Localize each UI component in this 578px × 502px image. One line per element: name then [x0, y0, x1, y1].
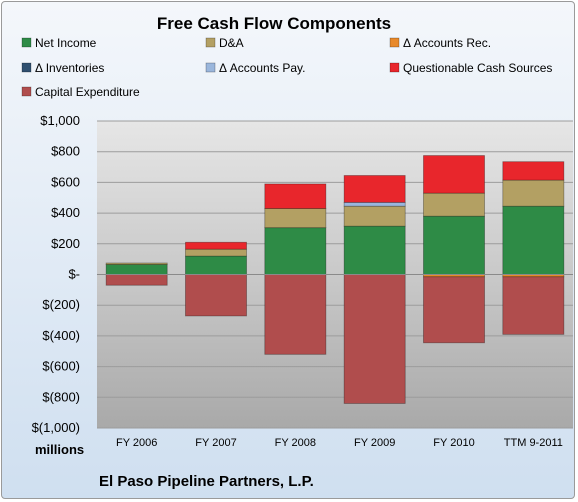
bar-segment	[502, 205, 565, 275]
y-tick-label: $1,000	[40, 113, 80, 128]
bar-segment	[343, 225, 406, 275]
legend-swatch	[389, 37, 400, 48]
x-tick-label: FY 2006	[116, 437, 157, 449]
bar-segment	[343, 274, 406, 404]
y-tick-label: $(200)	[42, 297, 80, 312]
bar-segment	[185, 255, 247, 275]
x-tick-label: FY 2009	[354, 437, 395, 449]
y-tick-label: $(1,000)	[32, 420, 80, 435]
legend-label: Δ Accounts Rec.	[403, 36, 491, 50]
company-name: El Paso Pipeline Partners, L.P.	[99, 473, 314, 490]
legend-label: Net Income	[35, 36, 97, 50]
bar-segment	[423, 276, 485, 344]
y-tick-label: $(600)	[42, 359, 80, 374]
x-tick-label: FY 2008	[275, 437, 316, 449]
bar-segment	[423, 155, 485, 194]
legend-swatch	[21, 37, 32, 48]
bar-segment	[423, 192, 485, 217]
bar-segment	[343, 205, 406, 227]
y-tick-label: $200	[51, 236, 80, 251]
bar-segment	[502, 276, 565, 335]
unit-label: millions	[35, 442, 84, 457]
bar-segment	[423, 215, 485, 275]
x-tick-labels: FY 2006 FY 2007 FY 2008 FY 2009 FY 2010 TTM 9…	[116, 437, 563, 449]
chart-title: Free Cash Flow Components	[157, 14, 391, 33]
legend-label: Δ Inventories	[35, 61, 104, 75]
legend-label: D&A	[219, 36, 244, 50]
bar-segment	[105, 274, 168, 286]
x-tick-label: TTM 9-2011	[504, 437, 563, 449]
legend-swatch	[21, 86, 32, 97]
bar-segment	[264, 274, 327, 355]
legend-swatch	[205, 62, 216, 73]
bars	[105, 155, 565, 404]
bar-segment	[343, 201, 406, 207]
y-tick-label: $600	[51, 174, 80, 189]
bar-segment	[343, 175, 406, 203]
y-tick-label: $800	[51, 144, 80, 159]
y-tick-label: $(800)	[42, 389, 80, 404]
bar-segment	[502, 161, 565, 181]
legend-label: Δ Accounts Pay.	[219, 61, 306, 75]
bar-segment	[105, 264, 168, 275]
bar-segment	[502, 179, 565, 207]
legend: Net Income D&A Δ Accounts Rec. Δ Inventorie…	[21, 36, 552, 99]
legend-label: Capital Expenditure	[35, 85, 140, 99]
legend-swatch	[21, 62, 32, 73]
bar-segment	[264, 208, 327, 229]
gridlines	[97, 120, 573, 429]
bar-segment	[264, 227, 327, 275]
bar-segment	[264, 183, 327, 209]
x-tick-label: FY 2007	[195, 437, 236, 449]
y-tick-label: $-	[68, 267, 80, 282]
x-tick-label: FY 2010	[433, 437, 474, 449]
y-tick-label: $400	[51, 205, 80, 220]
bar-segment	[185, 274, 247, 317]
bar-segment	[105, 262, 168, 265]
bar-segment	[185, 241, 247, 250]
y-tick-labels: $1,000 $800 $600 $400 $200 $- $(200) $(400) $(60…	[32, 113, 80, 435]
legend-swatch	[389, 62, 400, 73]
legend-label: Questionable Cash Sources	[403, 61, 552, 75]
legend-swatch	[205, 37, 216, 48]
y-tick-label: $(400)	[42, 328, 80, 343]
bar-segment	[185, 248, 247, 257]
